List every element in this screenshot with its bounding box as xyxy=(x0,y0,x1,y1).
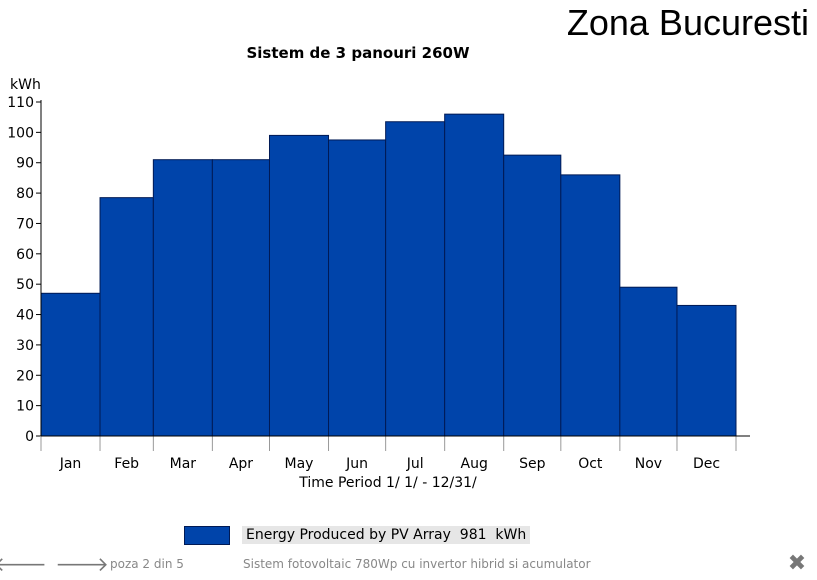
x-tick-label: Sep xyxy=(519,456,546,472)
lightbox-bottom-bar: 🡐 🡒 poza 2 din 5 Sistem fotovoltaic 780W… xyxy=(0,552,817,580)
bar-dec xyxy=(676,304,737,437)
arrow-right-icon: 🡒 xyxy=(55,552,109,576)
bar-nov xyxy=(619,286,678,437)
chart-title: Sistem de 3 panouri 260W xyxy=(246,44,469,62)
legend-label: Energy Produced by PV Array 981 kWh xyxy=(242,526,531,544)
image-caption: Sistem fotovoltaic 780Wp cu invertor hib… xyxy=(243,557,591,571)
bar-jul xyxy=(385,121,446,437)
x-axis-ticks: Jan Feb Mar Apr May Jun Jul Aug Sep Oct Nov Dec xyxy=(40,436,737,472)
y-tick-label: 100 xyxy=(7,125,34,141)
x-tick-label: Jul xyxy=(406,456,424,472)
x-tick-label: Nov xyxy=(635,456,662,472)
legend-swatch xyxy=(184,525,230,545)
y-tick-label: 0 xyxy=(25,429,34,445)
prev-button[interactable]: 🡐 xyxy=(0,554,47,574)
legend: Energy Produced by PV Array 981 kWh xyxy=(184,525,531,545)
bar-may xyxy=(268,134,330,437)
y-tick-label: 40 xyxy=(16,308,34,324)
image-counter: poza 2 din 5 xyxy=(110,557,184,571)
y-tick-label: 30 xyxy=(16,338,34,354)
bar-apr xyxy=(211,159,270,437)
arrow-left-icon: 🡐 xyxy=(0,552,47,576)
x-tick-label: Oct xyxy=(578,456,603,472)
x-tick-label: Jan xyxy=(59,456,82,472)
y-axis-ticks: 0 10 20 30 40 50 60 70 80 90 100 110 xyxy=(7,95,41,445)
y-tick-label: 90 xyxy=(16,156,34,172)
bar-mar xyxy=(152,159,213,437)
x-tick-label: May xyxy=(285,456,314,472)
x-tick-label: Aug xyxy=(461,456,488,472)
y-tick-label: 20 xyxy=(16,368,34,384)
x-tick-label: Jun xyxy=(345,456,368,472)
y-tick-label: 10 xyxy=(16,399,34,415)
bar-aug xyxy=(444,113,505,437)
y-tick-label: 80 xyxy=(16,186,34,202)
close-icon: ✖ xyxy=(787,551,807,576)
bar-jan xyxy=(40,292,101,437)
y-tick-label: 60 xyxy=(16,247,34,263)
bar-chart: Sistem de 3 panouri 260W kWh 0 10 20 30 40 50… xyxy=(7,44,750,491)
x-tick-label: Feb xyxy=(114,456,139,472)
y-tick-label: 70 xyxy=(16,216,34,232)
x-tick-label: Dec xyxy=(693,456,720,472)
y-tick-label: 50 xyxy=(16,277,34,293)
bar-sep xyxy=(503,154,562,437)
bars xyxy=(40,113,737,437)
close-button[interactable]: ✖ xyxy=(786,551,808,576)
bar-oct xyxy=(560,174,621,437)
y-axis-label: kWh xyxy=(10,77,41,93)
bar-jun xyxy=(328,139,387,437)
next-button[interactable]: 🡒 xyxy=(55,554,109,574)
page-title: Zona Bucuresti xyxy=(566,2,809,43)
x-axis-label: Time Period 1/ 1/ - 12/31/ xyxy=(298,475,477,491)
bar-feb xyxy=(99,197,154,437)
y-tick-label: 110 xyxy=(7,95,34,111)
x-tick-label: Apr xyxy=(229,456,253,472)
x-tick-label: Mar xyxy=(170,456,197,472)
